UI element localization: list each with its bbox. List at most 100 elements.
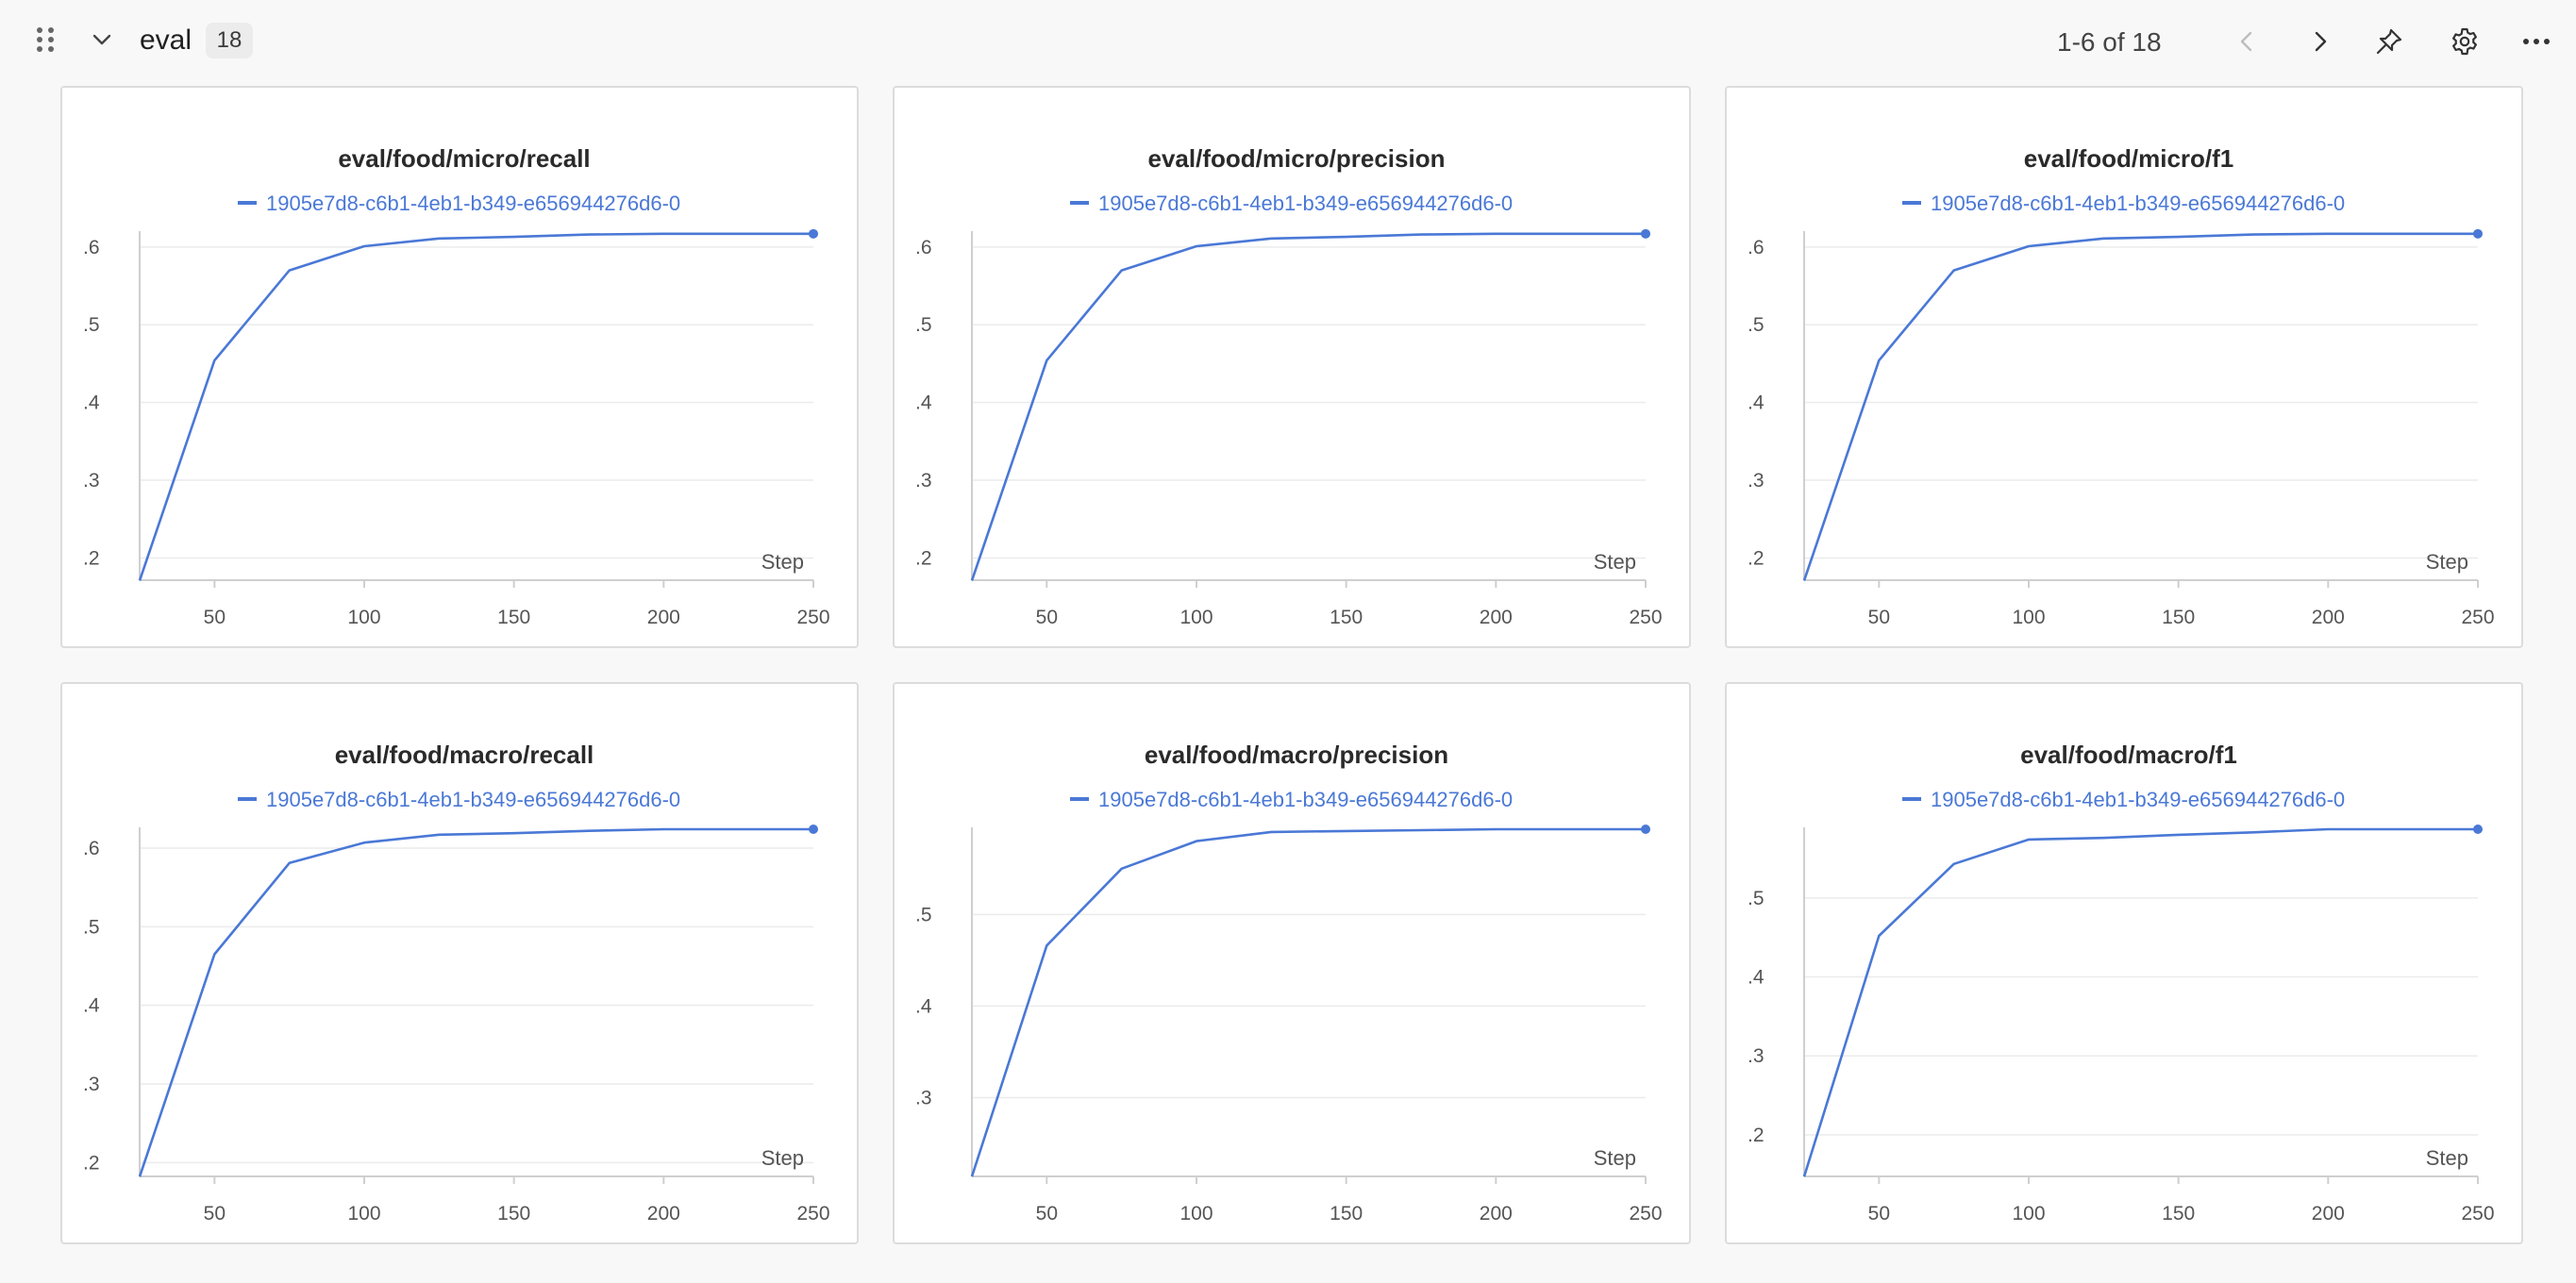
- section-header: eval 18 1-6 of 18: [0, 0, 2576, 83]
- x-tick-label: 150: [497, 1203, 530, 1225]
- y-tick-label: .5: [915, 314, 932, 336]
- gear-icon: [2452, 27, 2477, 56]
- series-line[interactable]: [970, 827, 1646, 1177]
- x-axis-label: Step: [1594, 550, 1636, 574]
- legend: 1905e7d8-c6b1-4eb1-b349-e656944276d6-0: [1070, 788, 1513, 811]
- chart-panel-2[interactable]: eval/food/micro/precision 1905e7d8-c6b1-4…: [893, 86, 1691, 648]
- x-tick-label: 200: [1480, 1203, 1513, 1225]
- line-chart: eval/food/micro/precision 1905e7d8-c6b1-4…: [915, 144, 1663, 628]
- x-axis-label: Step: [1594, 1146, 1636, 1170]
- x-tick-label: 250: [796, 607, 829, 628]
- legend: 1905e7d8-c6b1-4eb1-b349-e656944276d6-0: [1902, 788, 2345, 811]
- settings-button[interactable]: [2442, 19, 2487, 64]
- x-tick-label: 200: [2312, 1203, 2345, 1225]
- chart-title: eval/food/micro/recall: [338, 144, 590, 173]
- line-chart: eval/food/micro/f1 1905e7d8-c6b1-4eb1-b34…: [1748, 144, 2495, 628]
- chevron-right-icon: [2315, 31, 2327, 52]
- x-tick-label: 150: [1330, 607, 1363, 628]
- x-axis-label: Step: [2426, 550, 2468, 574]
- chart-panel-4[interactable]: eval/food/macro/recall 1905e7d8-c6b1-4eb1…: [60, 682, 859, 1244]
- y-tick-label: .5: [915, 904, 932, 925]
- y-tick-label: .2: [915, 547, 932, 569]
- series-line[interactable]: [970, 232, 1646, 581]
- y-tick-label: .3: [83, 1074, 100, 1095]
- next-page-button[interactable]: [2297, 19, 2342, 64]
- legend-label[interactable]: 1905e7d8-c6b1-4eb1-b349-e656944276d6-0: [1098, 192, 1513, 215]
- y-tick-label: .2: [1748, 547, 1765, 569]
- data-point[interactable]: [2473, 228, 2483, 239]
- x-tick-label: 200: [2312, 607, 2345, 628]
- x-tick-label: 50: [204, 1203, 226, 1225]
- legend-label[interactable]: 1905e7d8-c6b1-4eb1-b349-e656944276d6-0: [266, 192, 680, 215]
- x-axis-label: Step: [2426, 1146, 2468, 1170]
- y-tick-label: .3: [83, 470, 100, 492]
- legend: 1905e7d8-c6b1-4eb1-b349-e656944276d6-0: [1902, 192, 2345, 215]
- data-point[interactable]: [1641, 825, 1650, 834]
- y-tick-label: .3: [1748, 1045, 1765, 1067]
- y-tick-label: .4: [1748, 967, 1765, 989]
- series-line[interactable]: [138, 827, 813, 1177]
- y-tick-label: .2: [1748, 1125, 1765, 1146]
- y-tick-label: .6: [915, 237, 932, 258]
- y-tick-label: .4: [915, 995, 932, 1017]
- y-tick-label: .5: [83, 314, 100, 336]
- x-axis-label: Step: [761, 550, 804, 574]
- collapse-button[interactable]: [83, 21, 121, 58]
- pagination-label: 1-6 of 18: [2057, 27, 2162, 57]
- x-tick-label: 150: [497, 607, 530, 628]
- legend: 1905e7d8-c6b1-4eb1-b349-e656944276d6-0: [238, 788, 680, 811]
- series-line[interactable]: [1802, 827, 2478, 1177]
- chevron-left-icon: [2240, 31, 2252, 52]
- more-options-button[interactable]: [2514, 19, 2559, 64]
- pin-button[interactable]: [2367, 19, 2412, 64]
- x-tick-label: 250: [2461, 607, 2494, 628]
- chart-panel-1[interactable]: eval/food/micro/recall 1905e7d8-c6b1-4eb1…: [60, 86, 859, 648]
- legend: 1905e7d8-c6b1-4eb1-b349-e656944276d6-0: [1070, 192, 1513, 215]
- legend-label[interactable]: 1905e7d8-c6b1-4eb1-b349-e656944276d6-0: [1931, 788, 2345, 811]
- y-tick-label: .5: [1748, 314, 1765, 336]
- x-tick-label: 100: [2012, 1203, 2045, 1225]
- y-tick-label: .4: [83, 392, 100, 414]
- legend: 1905e7d8-c6b1-4eb1-b349-e656944276d6-0: [238, 192, 680, 215]
- x-tick-label: 50: [1036, 607, 1058, 628]
- series-line[interactable]: [1802, 232, 2478, 581]
- line-chart: eval/food/micro/recall 1905e7d8-c6b1-4eb1…: [83, 144, 830, 628]
- drag-handle-icon[interactable]: [26, 21, 64, 58]
- x-tick-label: 100: [347, 607, 380, 628]
- x-tick-label: 100: [347, 1203, 380, 1225]
- chart-panel-6[interactable]: eval/food/macro/f1 1905e7d8-c6b1-4eb1-b34…: [1725, 682, 2523, 1244]
- x-tick-label: 100: [2012, 607, 2045, 628]
- previous-page-button[interactable]: [2225, 19, 2270, 64]
- x-tick-label: 50: [1036, 1203, 1058, 1225]
- x-tick-label: 150: [2162, 607, 2195, 628]
- y-tick-label: .5: [83, 916, 100, 938]
- y-tick-label: .5: [1748, 888, 1765, 909]
- series-line[interactable]: [138, 232, 813, 581]
- line-chart: eval/food/macro/f1 1905e7d8-c6b1-4eb1-b34…: [1748, 741, 2495, 1225]
- chart-panel-5[interactable]: eval/food/macro/precision 1905e7d8-c6b1-4…: [893, 682, 1691, 1244]
- legend-label[interactable]: 1905e7d8-c6b1-4eb1-b349-e656944276d6-0: [266, 788, 680, 811]
- x-tick-label: 250: [1629, 1203, 1662, 1225]
- y-tick-label: .2: [83, 1152, 100, 1174]
- y-tick-label: .4: [83, 995, 100, 1017]
- line-chart: eval/food/macro/recall 1905e7d8-c6b1-4eb1…: [83, 741, 830, 1225]
- chart-title: eval/food/macro/f1: [2020, 741, 2237, 769]
- chart-title: eval/food/macro/recall: [335, 741, 594, 769]
- pin-icon: [2376, 28, 2402, 55]
- x-tick-label: 50: [204, 607, 226, 628]
- data-point[interactable]: [809, 228, 818, 239]
- chart-panel-3[interactable]: eval/food/micro/f1 1905e7d8-c6b1-4eb1-b34…: [1725, 86, 2523, 648]
- x-tick-label: 100: [1179, 607, 1213, 628]
- data-point[interactable]: [809, 825, 818, 834]
- y-tick-label: .3: [915, 470, 932, 492]
- legend-label[interactable]: 1905e7d8-c6b1-4eb1-b349-e656944276d6-0: [1098, 788, 1513, 811]
- legend-label[interactable]: 1905e7d8-c6b1-4eb1-b349-e656944276d6-0: [1931, 192, 2345, 215]
- more-horizontal-icon: [2523, 39, 2550, 44]
- data-point[interactable]: [2473, 825, 2483, 834]
- line-chart: eval/food/macro/precision 1905e7d8-c6b1-4…: [915, 741, 1663, 1225]
- y-tick-label: .4: [1748, 392, 1765, 414]
- chevron-down-icon: [92, 34, 111, 45]
- data-point[interactable]: [1641, 228, 1650, 239]
- x-tick-label: 200: [647, 1203, 680, 1225]
- x-tick-label: 50: [1868, 1203, 1890, 1225]
